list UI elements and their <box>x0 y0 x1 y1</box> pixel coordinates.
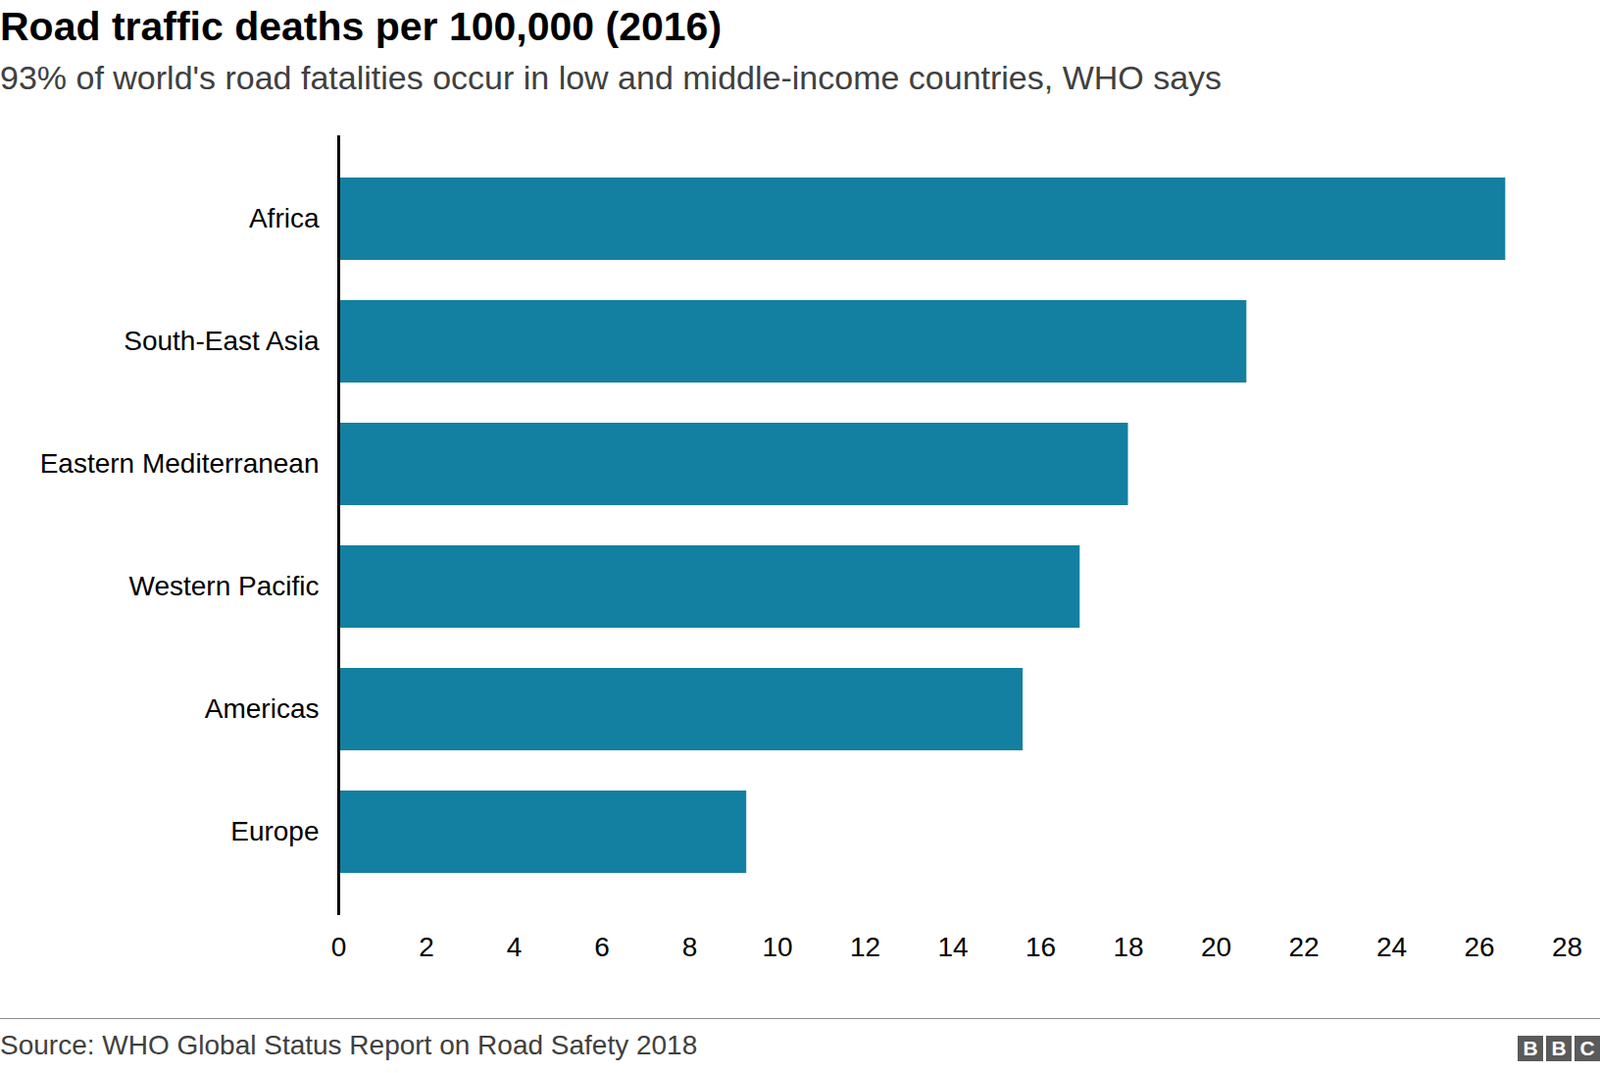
svg-text:10: 10 <box>761 931 793 962</box>
svg-text:20: 20 <box>1200 931 1232 962</box>
html-text:Road traffic deaths per 100,00: Road traffic deaths per 100,000 (2016) <box>0 3 722 50</box>
svg-text:South-East Asia: South-East Asia <box>123 325 320 356</box>
svg-text:Europe: Europe <box>230 815 319 847</box>
svg-text:18: 18 <box>1112 931 1144 962</box>
svg-text:14: 14 <box>937 931 968 962</box>
svg-text:16: 16 <box>1025 931 1056 962</box>
svg-text:22: 22 <box>1288 931 1319 962</box>
html-text:B: B <box>1522 1036 1538 1059</box>
svg-text:0: 0 <box>331 931 348 962</box>
svg-text:6: 6 <box>594 931 610 962</box>
svg-text:26: 26 <box>1463 931 1495 962</box>
html-text:Source: WHO Global Status Repo: Source: WHO Global Status Report on Road… <box>0 1029 698 1060</box>
svg-text:2: 2 <box>418 931 435 962</box>
svg-text:12: 12 <box>850 931 881 962</box>
html-text:C: C <box>1579 1036 1595 1059</box>
svg-text:24: 24 <box>1376 931 1407 962</box>
svg-text:Africa: Africa <box>249 202 320 234</box>
svg-text:Eastern Mediterranean: Eastern Mediterranean <box>40 448 320 479</box>
html-text:B: B <box>1551 1036 1567 1059</box>
svg-text:Americas: Americas <box>204 693 320 724</box>
svg-text:28: 28 <box>1551 931 1583 962</box>
html-text:93% of world's road fatalities: 93% of world's road fatalities occur in … <box>0 58 1222 97</box>
svg-text:Western Pacific: Western Pacific <box>129 570 320 601</box>
svg-text:8: 8 <box>682 931 699 962</box>
svg-text:4: 4 <box>506 931 523 962</box>
